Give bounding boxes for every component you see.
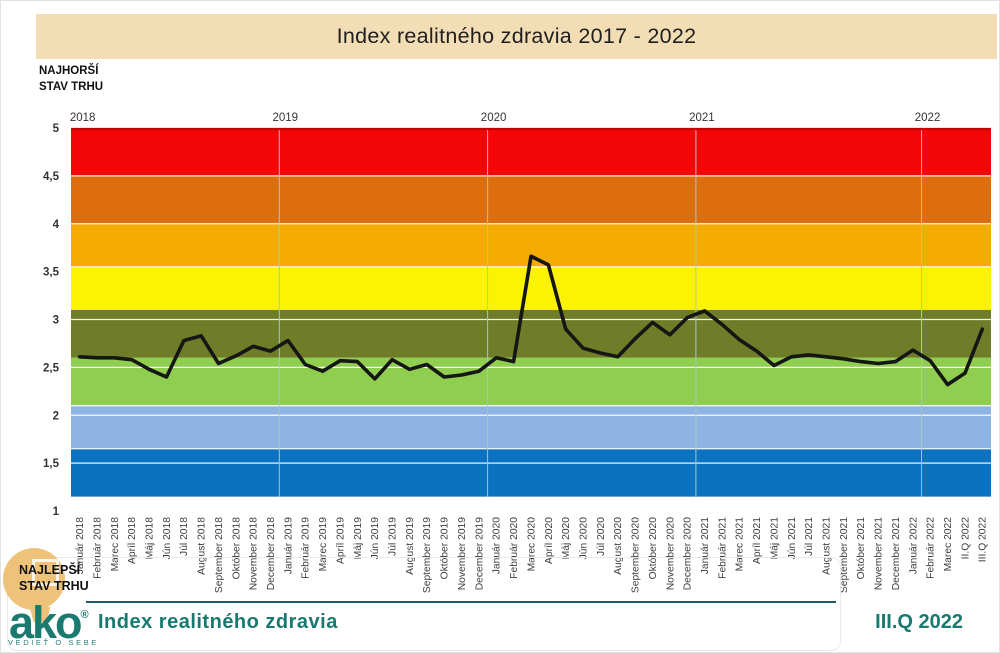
- x-axis-label: Marec 2018: [110, 517, 121, 572]
- x-axis-label: Október 2021: [856, 517, 867, 580]
- y-tick-label: 4,5: [43, 171, 60, 183]
- x-axis-label: Máj 2021: [769, 517, 780, 560]
- title-banner: Index realitného zdravia 2017 - 2022: [36, 14, 997, 59]
- x-axis-label: August 2019: [405, 517, 416, 575]
- x-axis-label: Február 2019: [301, 517, 312, 579]
- year-label: 2022: [915, 112, 941, 124]
- x-axis-label: November 2019: [457, 517, 468, 591]
- ako-bulb-base-icon: [29, 607, 51, 622]
- x-axis-label: Júl 2020: [596, 517, 607, 556]
- best-market-line2: STAV TRHU: [19, 579, 89, 593]
- worst-market-line2: STAV TRHU: [39, 81, 104, 93]
- y-tick-label: 2,5: [43, 362, 60, 374]
- y-tick-label: 4: [53, 219, 60, 231]
- x-axis-label: Február 2018: [92, 517, 103, 579]
- ako-logo-text: ako: [9, 597, 83, 648]
- x-axis-label: Január 2019: [283, 517, 294, 575]
- x-axis-label: Máj 2018: [145, 517, 156, 560]
- chart-svg: 5 4,5 4 3,5 3 2,5 2 1,5 1 2018 2019 2020 2021 2022 Jan…: [43, 112, 991, 593]
- chart-title: Index realitného zdravia 2017 - 2022: [336, 24, 697, 48]
- best-market-label: NAJLEPŠÍ STAV TRHU: [19, 562, 89, 594]
- x-axis-label: Február 2022: [926, 517, 937, 579]
- x-axis-label: August 2021: [822, 517, 833, 575]
- x-axis-label: Január 2022: [908, 517, 919, 575]
- best-market-line1: NAJLEPŠÍ: [19, 563, 81, 577]
- x-axis-label: September 2018: [214, 517, 225, 593]
- x-axis-label: November 2020: [665, 517, 676, 591]
- x-axis-label: Júl 2018: [179, 517, 190, 556]
- zone-band: [71, 266, 991, 310]
- x-axis-label: Február 2020: [509, 517, 520, 579]
- x-axis-label: September 2020: [631, 517, 642, 593]
- x-axis-label: Júl 2019: [388, 517, 399, 556]
- x-axis-label: Apríl 2021: [752, 517, 763, 564]
- x-axis-label: Máj 2019: [353, 517, 364, 560]
- y-tick-label: 3: [53, 315, 59, 327]
- year-label: 2020: [481, 112, 507, 124]
- zone-band: [71, 309, 991, 358]
- ako-bulb-square-icon: [32, 559, 59, 586]
- x-axis-label: Apríl 2020: [544, 517, 555, 564]
- x-axis-label: September 2019: [422, 517, 433, 593]
- y-tick-label: 1: [53, 506, 60, 518]
- ako-logo: ako®: [9, 593, 89, 645]
- x-axis-label: Marec 2022: [943, 517, 954, 572]
- x-axis-label: Máj 2020: [561, 517, 572, 560]
- x-axis-label: Marec 2021: [735, 517, 746, 572]
- x-axis-label: Január 2018: [75, 517, 86, 575]
- x-axis-label: Jún 2019: [370, 517, 381, 560]
- x-axis-label: December 2020: [683, 517, 694, 591]
- y-tick-label: 5: [53, 123, 60, 135]
- x-axis-label: November 2018: [249, 517, 260, 591]
- worst-market-label: NAJHORŠÍ STAV TRHU: [39, 63, 103, 95]
- x-axis-label: Október 2018: [231, 517, 242, 580]
- y-tick-label: 3,5: [43, 267, 60, 279]
- zone-band: [71, 448, 991, 497]
- x-axis-label: Október 2019: [440, 517, 451, 580]
- x-axis-label: II.Q 2022: [960, 517, 971, 560]
- x-axis-label: November 2021: [874, 517, 885, 591]
- year-label: 2019: [273, 112, 299, 124]
- x-axis-label: Marec 2020: [526, 517, 537, 572]
- x-axis-label: Jún 2020: [579, 517, 590, 560]
- year-label: 2021: [689, 112, 715, 124]
- x-axis-label: August 2018: [197, 517, 208, 575]
- x-axis-label: Január 2021: [700, 517, 711, 575]
- worst-market-line1: NAJHORŠÍ: [39, 65, 99, 77]
- x-axis-label: December 2021: [891, 517, 902, 591]
- zone-band: [71, 175, 991, 224]
- x-axis-label: August 2020: [613, 517, 624, 575]
- x-axis-label: December 2018: [266, 517, 277, 591]
- y-tick-label: 1,5: [43, 458, 60, 470]
- x-axis-label: Október 2020: [648, 517, 659, 580]
- footer-divider: [86, 601, 836, 603]
- x-axis-label: September 2021: [839, 517, 850, 593]
- footer-chart-name: Index realitného zdravia: [98, 611, 338, 633]
- year-label: 2018: [70, 112, 96, 124]
- x-axis-label: Jún 2018: [162, 517, 173, 560]
- x-axis-label: Január 2020: [492, 517, 503, 575]
- ako-tagline: VEDIEŤ O SEBE: [8, 638, 99, 647]
- footer-period-badge: III.Q 2022: [875, 611, 963, 633]
- x-axis-label: Február 2021: [717, 517, 728, 579]
- x-axis-label: Marec 2019: [318, 517, 329, 572]
- x-axis-label: Apríl 2018: [127, 517, 138, 564]
- footer-card-border: [7, 557, 841, 651]
- y-tick-label: 2: [53, 410, 59, 422]
- x-axis-label: III.Q 2022: [978, 517, 989, 562]
- index-line: [77, 254, 985, 387]
- zone-band: [71, 128, 991, 176]
- x-axis-label: December 2019: [474, 517, 485, 591]
- x-axis-label: Apríl 2019: [336, 517, 347, 564]
- x-axis-label: Jún 2021: [787, 517, 798, 560]
- registered-mark-icon: ®: [80, 609, 89, 621]
- x-axis-label: Júl 2021: [804, 517, 815, 556]
- zone-band: [71, 357, 991, 406]
- zone-band: [71, 405, 991, 449]
